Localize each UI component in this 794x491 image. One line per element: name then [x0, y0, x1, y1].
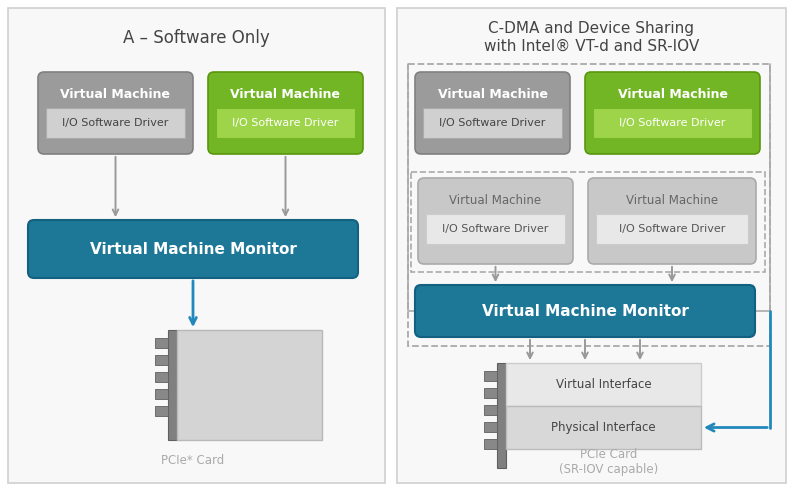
Text: I/O Software Driver: I/O Software Driver — [439, 118, 545, 128]
Bar — [155, 389, 168, 399]
Bar — [484, 388, 497, 398]
Bar — [155, 406, 168, 416]
Text: with Intel® VT-d and SR-IOV: with Intel® VT-d and SR-IOV — [484, 38, 700, 54]
Bar — [593, 108, 752, 138]
FancyBboxPatch shape — [415, 285, 755, 337]
Text: Virtual Interface: Virtual Interface — [556, 378, 651, 391]
Bar — [596, 214, 748, 244]
Text: Virtual Machine: Virtual Machine — [449, 193, 542, 207]
Text: A – Software Only: A – Software Only — [123, 29, 270, 47]
Text: Virtual Machine: Virtual Machine — [437, 87, 548, 101]
Text: I/O Software Driver: I/O Software Driver — [442, 224, 549, 234]
Bar — [426, 214, 565, 244]
Bar — [484, 371, 497, 381]
Text: Virtual Machine Monitor: Virtual Machine Monitor — [90, 242, 296, 256]
Bar — [397, 8, 786, 483]
Text: I/O Software Driver: I/O Software Driver — [619, 118, 726, 128]
Text: Virtual Machine: Virtual Machine — [626, 193, 718, 207]
FancyBboxPatch shape — [418, 178, 573, 264]
FancyBboxPatch shape — [28, 220, 358, 278]
Bar — [408, 64, 770, 346]
Text: PCIe* Card: PCIe* Card — [161, 454, 225, 466]
Bar — [155, 355, 168, 365]
Bar — [484, 439, 497, 449]
Bar — [506, 406, 701, 449]
FancyBboxPatch shape — [208, 72, 363, 154]
Text: Virtual Machine Monitor: Virtual Machine Monitor — [482, 303, 688, 319]
Bar — [423, 108, 562, 138]
Bar — [484, 422, 497, 432]
Text: Virtual Machine: Virtual Machine — [618, 87, 727, 101]
Bar — [46, 108, 185, 138]
Text: Virtual Machine: Virtual Machine — [60, 87, 171, 101]
Text: Virtual Machine: Virtual Machine — [230, 87, 341, 101]
Text: I/O Software Driver: I/O Software Driver — [233, 118, 339, 128]
Bar — [168, 330, 177, 440]
Bar — [8, 8, 385, 483]
FancyBboxPatch shape — [585, 72, 760, 154]
Bar — [411, 172, 765, 272]
Bar — [497, 363, 506, 468]
Text: I/O Software Driver: I/O Software Driver — [62, 118, 168, 128]
Bar — [155, 338, 168, 348]
FancyBboxPatch shape — [38, 72, 193, 154]
Text: I/O Software Driver: I/O Software Driver — [619, 224, 725, 234]
Text: C-DMA and Device Sharing: C-DMA and Device Sharing — [488, 21, 695, 35]
Bar — [216, 108, 355, 138]
FancyBboxPatch shape — [415, 72, 570, 154]
Text: Physical Interface: Physical Interface — [551, 421, 656, 434]
Bar — [177, 330, 322, 440]
FancyBboxPatch shape — [588, 178, 756, 264]
Bar — [484, 405, 497, 415]
Text: PCIe Card
(SR-IOV capable): PCIe Card (SR-IOV capable) — [559, 448, 658, 476]
Bar — [506, 363, 701, 406]
Bar — [155, 372, 168, 382]
